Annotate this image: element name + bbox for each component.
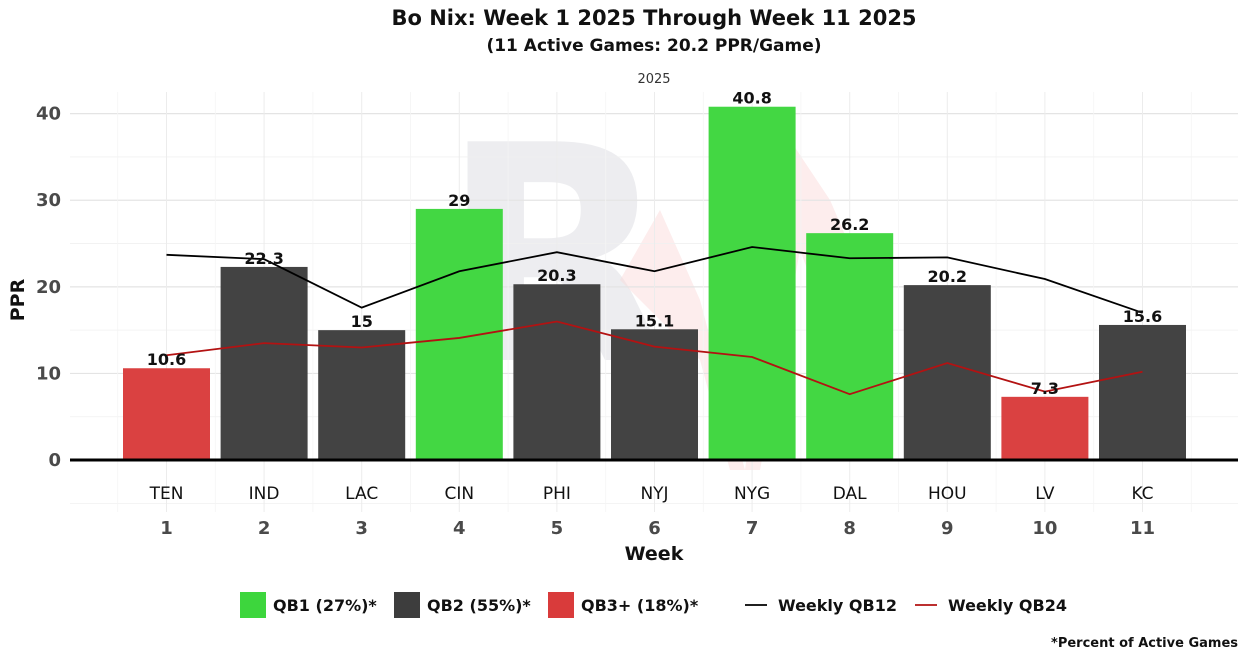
x-tick-label: 5 (551, 518, 564, 539)
x-tick-label: 2 (258, 518, 271, 539)
opponent-label: LAC (345, 484, 378, 504)
x-tick-label: 8 (843, 518, 856, 539)
y-tick-label: 40 (36, 104, 61, 125)
value-labels: 10.6 22.3 15 29 20.3 15.1 40.8 26.2 20.2 7.3 15.6 (147, 89, 1162, 398)
opponent-labels: TEN IND LAC CIN PHI NYJ NYG DAL HOU LV KC (149, 484, 1154, 504)
x-tick-label: 6 (648, 518, 661, 539)
value-label: 22.3 (244, 249, 283, 268)
footnote: *Percent of Active Games (1051, 636, 1238, 651)
value-label: 15.6 (1123, 307, 1162, 326)
bar-week-1 (123, 368, 210, 461)
legend-label: QB3+ (18%)* (581, 596, 699, 615)
legend-label: Weekly QB24 (948, 596, 1067, 615)
opponent-label: KC (1131, 484, 1153, 504)
opponent-label: LV (1035, 484, 1055, 504)
value-label: 29 (448, 191, 470, 210)
bar-week-2 (220, 266, 308, 461)
facet-label: 2025 (637, 72, 670, 87)
value-label: 20.2 (928, 267, 967, 286)
bar-week-6 (611, 329, 698, 461)
opponent-label: CIN (444, 484, 474, 504)
x-tick-label: 3 (355, 518, 368, 539)
opponent-label: PHI (543, 484, 571, 504)
x-tick-label: 10 (1032, 518, 1057, 539)
value-label: 40.8 (732, 89, 771, 108)
x-axis-label: Week (625, 543, 684, 565)
value-label: 10.6 (147, 350, 186, 369)
bar-week-4 (415, 208, 503, 461)
y-tick-label: 10 (36, 363, 61, 384)
watermark-bolt (620, 140, 860, 470)
bar-week-11 (1099, 324, 1186, 461)
legend-label: QB1 (27%)* (273, 596, 377, 615)
bar-week-3 (318, 330, 406, 461)
value-label: 15.1 (635, 311, 674, 330)
value-label: 7.3 (1031, 379, 1059, 398)
opponent-label: NYG (734, 484, 770, 504)
x-tick-label: 1 (160, 518, 173, 539)
opponent-label: NYJ (640, 484, 668, 504)
bar-series (123, 106, 1186, 461)
x-tick-label: 4 (453, 518, 466, 539)
legend-swatch (240, 592, 266, 618)
line-weekly-qb24 (166, 320, 1143, 396)
y-tick-label: 30 (36, 190, 61, 211)
y-tick-label: 0 (48, 450, 61, 471)
value-label: 15 (351, 312, 373, 331)
line-series (166, 246, 1143, 396)
opponent-label: IND (249, 484, 280, 504)
opponent-label: TEN (149, 484, 184, 504)
x-tick-label: 7 (746, 518, 759, 539)
legend-swatch (548, 592, 574, 618)
legend-swatch (394, 592, 420, 618)
y-axis-label: PPR (7, 278, 29, 321)
bar-week-8 (806, 233, 894, 461)
x-tick-labels: 1 2 3 4 5 6 7 8 9 10 11 (160, 518, 1155, 539)
x-tick-label: 9 (941, 518, 954, 539)
line-weekly-qb12 (166, 246, 1143, 314)
x-tick-label: 11 (1130, 518, 1155, 539)
bar-week-10 (1001, 396, 1089, 461)
legend: QB1 (27%)* QB2 (55%)* QB3+ (18%)* Weekly QB… (240, 592, 1067, 618)
opponent-label: HOU (928, 484, 967, 504)
legend-label: Weekly QB12 (778, 596, 897, 615)
y-tick-label: 20 (36, 277, 61, 298)
legend-label: QB2 (55%)* (427, 596, 531, 615)
bar-week-7 (708, 106, 796, 461)
y-tick-labels: 0 10 20 30 40 (36, 104, 61, 471)
chart-title: Bo Nix: Week 1 2025 Through Week 11 2025 (391, 6, 916, 30)
chart-subtitle: (11 Active Games: 20.2 PPR/Game) (486, 36, 821, 56)
bar-week-5 (513, 284, 601, 461)
value-label: 20.3 (537, 266, 576, 285)
opponent-label: DAL (833, 484, 867, 504)
value-label: 26.2 (830, 215, 869, 234)
